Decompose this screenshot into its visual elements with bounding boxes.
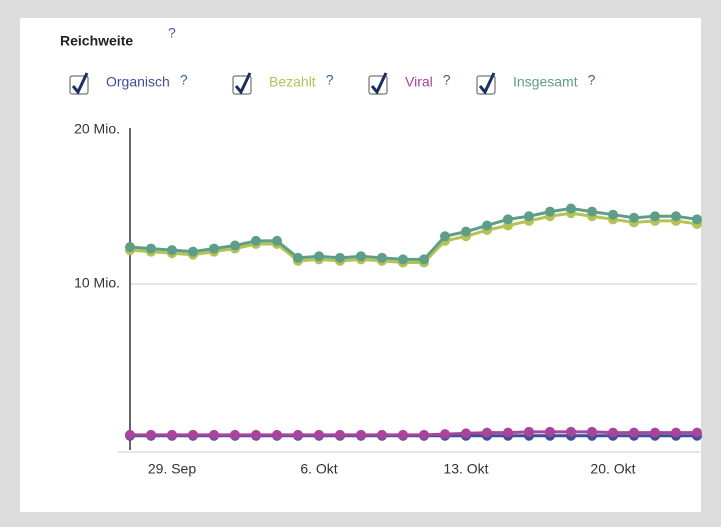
- data-point: [608, 209, 618, 220]
- data-point: [503, 427, 513, 438]
- data-point: [524, 426, 534, 437]
- help-mark[interactable]: ?: [588, 72, 596, 88]
- data-point: [377, 252, 387, 263]
- data-point: [545, 206, 555, 217]
- x-tick-label: 29. Sep: [148, 461, 196, 477]
- data-point: [356, 429, 366, 440]
- data-point: [314, 429, 324, 440]
- data-point: [482, 220, 492, 231]
- data-point: [209, 243, 219, 254]
- data-point: [419, 429, 429, 440]
- x-tick-label: 6. Okt: [300, 461, 337, 477]
- data-point: [629, 212, 639, 223]
- data-point: [293, 252, 303, 263]
- series-line: [129, 211, 698, 264]
- data-point: [503, 214, 513, 225]
- data-point: [293, 429, 303, 440]
- data-point: [440, 231, 450, 242]
- data-point: [230, 429, 240, 440]
- data-point: [545, 426, 555, 437]
- data-point: [419, 254, 429, 265]
- help-mark[interactable]: ?: [443, 72, 451, 88]
- data-point: [692, 427, 702, 438]
- legend-label[interactable]: Bezahlt: [269, 74, 316, 90]
- data-point: [167, 245, 177, 256]
- checkmark: [71, 72, 89, 95]
- data-point: [461, 428, 471, 439]
- legend-label[interactable]: Organisch: [106, 74, 170, 90]
- data-point: [146, 429, 156, 440]
- data-point: [398, 254, 408, 265]
- data-point: [650, 427, 660, 438]
- data-point: [188, 246, 198, 257]
- data-point: [587, 426, 597, 437]
- data-point: [356, 251, 366, 262]
- legend-label[interactable]: Viral: [405, 74, 433, 90]
- data-point: [125, 242, 135, 253]
- data-point: [566, 426, 576, 437]
- data-point: [125, 429, 135, 440]
- data-point: [587, 206, 597, 217]
- y-tick-label: 20 Mio.: [74, 121, 120, 137]
- data-point: [629, 427, 639, 438]
- chart-title: Reichweite: [60, 33, 133, 49]
- data-point: [566, 203, 576, 214]
- checkmark: [370, 72, 388, 95]
- checkmark: [478, 72, 496, 95]
- data-point: [188, 429, 198, 440]
- data-point: [272, 235, 282, 246]
- data-point: [230, 240, 240, 251]
- data-point: [608, 427, 618, 438]
- data-point: [209, 429, 219, 440]
- data-point: [482, 427, 492, 438]
- data-point: [335, 252, 345, 263]
- data-point: [377, 429, 387, 440]
- y-tick-label: 10 Mio.: [74, 275, 120, 291]
- help-mark[interactable]: ?: [180, 72, 188, 88]
- checkmark: [234, 72, 252, 95]
- series-line: [129, 207, 698, 261]
- data-point: [167, 429, 177, 440]
- data-point: [146, 243, 156, 254]
- series-line: [130, 430, 697, 437]
- data-point: [251, 429, 261, 440]
- data-point: [335, 429, 345, 440]
- data-point: [671, 427, 681, 438]
- data-point: [314, 251, 324, 262]
- x-tick-label: 13. Okt: [443, 461, 488, 477]
- data-point: [461, 226, 471, 237]
- help-mark[interactable]: ?: [326, 72, 334, 88]
- legend-label[interactable]: Insgesamt: [513, 74, 578, 90]
- data-point: [251, 235, 261, 246]
- x-tick-label: 20. Okt: [590, 461, 635, 477]
- data-point: [440, 429, 450, 440]
- data-point: [398, 429, 408, 440]
- help-mark[interactable]: ?: [168, 25, 176, 41]
- data-point: [692, 214, 702, 225]
- data-point: [671, 211, 681, 222]
- data-point: [524, 211, 534, 222]
- data-point: [272, 429, 282, 440]
- data-point: [650, 211, 660, 222]
